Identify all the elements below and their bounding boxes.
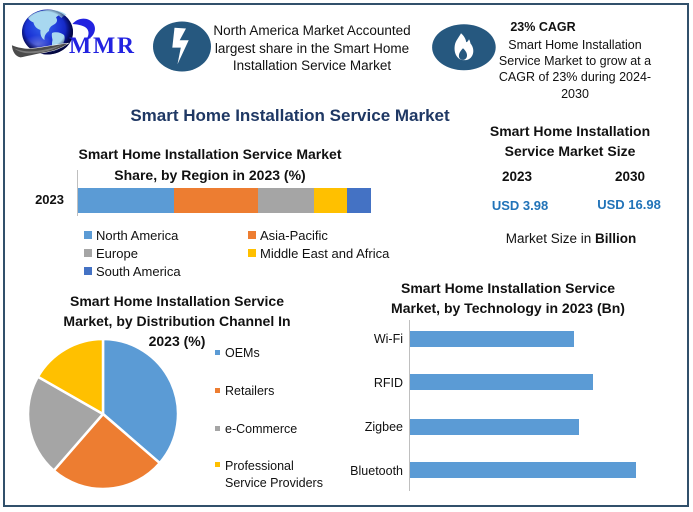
svg-text:MMR: MMR	[69, 33, 136, 59]
